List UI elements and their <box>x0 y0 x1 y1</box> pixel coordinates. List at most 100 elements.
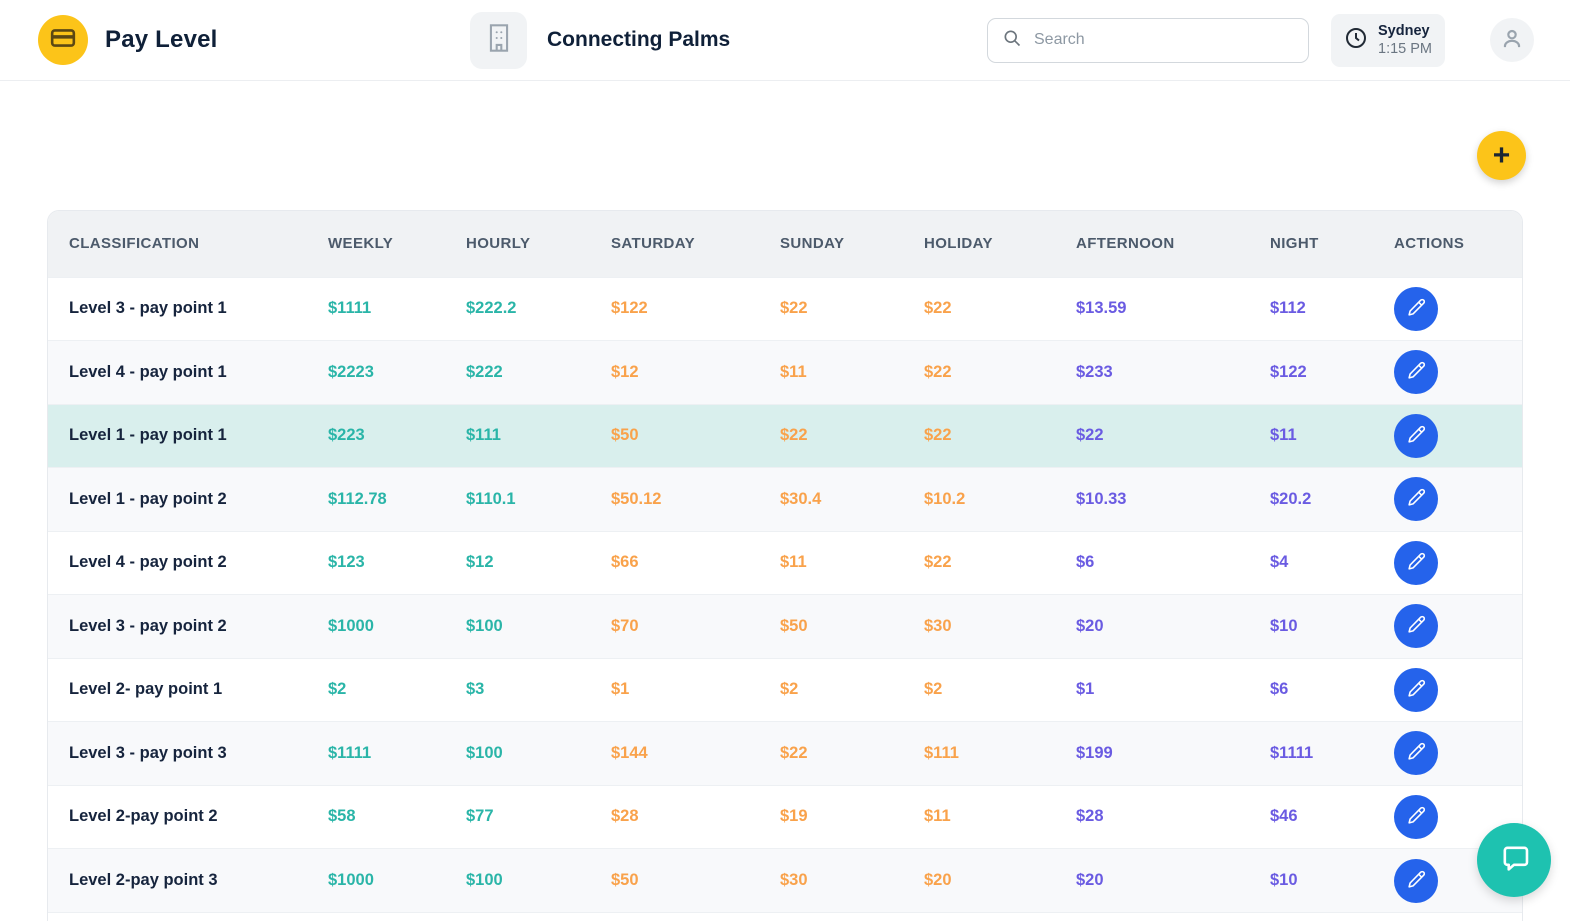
brand: Pay Level <box>38 15 470 65</box>
edit-row-button[interactable] <box>1394 413 1438 458</box>
hourly-cell: $222.2 <box>466 299 517 318</box>
sunday-cell: $30.4 <box>780 489 822 508</box>
edit-row-button[interactable] <box>1394 858 1438 903</box>
sunday-cell: $19 <box>780 807 808 826</box>
actions-cell <box>1394 785 1522 849</box>
plus-icon: + <box>1492 138 1511 172</box>
saturday-cell: $50.12 <box>611 489 662 508</box>
sunday-cell: $30 <box>780 871 808 889</box>
pencil-icon <box>1406 424 1427 448</box>
actions-cell <box>1394 595 1522 659</box>
company-block: Connecting Palms <box>470 11 731 69</box>
weekly-cell: $58 <box>328 807 356 826</box>
holiday-cell: $22 <box>924 362 952 381</box>
classification-cell: Level 3 - pay point 1 <box>69 299 227 318</box>
edit-row-button[interactable] <box>1394 794 1438 839</box>
weekly-cell: $123 <box>328 553 365 572</box>
weekly-cell: $1000 <box>328 871 374 889</box>
user-icon <box>1499 26 1525 55</box>
table-row: Level 2-pay point 3 $1000 $100 $50 $30 $20 $20… <box>48 848 1522 913</box>
classification-cell: Level 3 - pay point 2 <box>69 616 227 635</box>
sunday-cell: $2 <box>780 680 799 699</box>
page-title: Pay Level <box>105 26 218 53</box>
clock-icon <box>1344 26 1368 55</box>
chat-support-button[interactable] <box>1477 823 1551 897</box>
saturday-cell: $122 <box>611 299 648 318</box>
hourly-cell: $100 <box>466 743 503 762</box>
column-header-actions: ACTIONS <box>1394 211 1522 277</box>
table-row: Level 1 - pay point 1 $223 $111 $50 $22 $22 $2… <box>48 404 1522 468</box>
table-row: Level 3 - pay point 1 $1111 $222.2 $122 $22 $… <box>48 277 1522 341</box>
table-row: Level 4 - pay point 2 $123 $12 $66 $11 $22 $6 $… <box>48 531 1522 595</box>
classification-cell: Level 4 - pay point 2 <box>69 553 227 572</box>
edit-row-button[interactable] <box>1394 667 1438 712</box>
pay-level-logo <box>38 15 88 65</box>
actions-cell <box>1394 722 1522 786</box>
holiday-cell: $10.2 <box>924 489 966 508</box>
user-avatar-button[interactable] <box>1490 18 1534 62</box>
edit-row-button[interactable] <box>1394 731 1438 776</box>
afternoon-cell: $20 <box>1076 871 1104 889</box>
night-cell: $4 <box>1270 553 1289 572</box>
classification-cell: Level 1 - pay point 1 <box>69 426 227 445</box>
classification-cell: Level 2-pay point 3 <box>69 871 218 889</box>
classification-cell: Level 4 - pay point 1 <box>69 362 227 381</box>
actions-cell <box>1394 404 1522 468</box>
building-icon <box>486 23 512 58</box>
pencil-icon <box>1406 360 1427 384</box>
company-name: Connecting Palms <box>547 28 731 51</box>
table-row: Level 3 - pay point 2 $1000 $100 $70 $50 $30 $… <box>48 594 1522 659</box>
main-content: + CLASSIFICATION WEEKLY HOURLY SATURDAY … <box>0 81 1570 921</box>
add-pay-level-button[interactable]: + <box>1477 131 1526 180</box>
afternoon-cell: $28 <box>1076 807 1104 826</box>
clock-texts: Sydney 1:15 PM <box>1378 22 1432 58</box>
night-cell: $10 <box>1270 616 1298 635</box>
edit-row-button[interactable] <box>1394 286 1438 331</box>
actions-cell <box>1394 658 1522 722</box>
timezone-clock[interactable]: Sydney 1:15 PM <box>1331 13 1445 67</box>
weekly-cell: $2 <box>328 680 347 699</box>
table-row: Level 3 - pay point 3 $1111 $100 $144 $22 $11… <box>48 721 1522 786</box>
hourly-cell: $77 <box>466 807 494 826</box>
search-input[interactable] <box>1034 31 1294 49</box>
pencil-icon <box>1406 614 1427 638</box>
night-cell: $6 <box>1270 680 1289 699</box>
table-row: Level 1 - pay point 2 $112.78 $110.1 $50.12… <box>48 467 1522 531</box>
afternoon-cell: $233 <box>1076 362 1113 381</box>
hourly-cell: $110.1 <box>466 489 516 508</box>
pay-level-table-card: CLASSIFICATION WEEKLY HOURLY SATURDAY SU… <box>47 210 1523 921</box>
night-cell: $1111 <box>1270 743 1314 762</box>
classification-cell: Level 1 - pay point 2 <box>69 489 227 508</box>
company-icon-box <box>470 11 527 69</box>
column-header-afternoon: AFTERNOON <box>1076 211 1270 277</box>
pencil-icon <box>1406 297 1427 321</box>
table-row: Level 4 - pay point 1 $2223 $222 $12 $11 $22 $… <box>48 340 1522 404</box>
pay-level-table-body: Level 3 - pay point 1 $1111 $222.2 $122 $22 $… <box>48 277 1522 912</box>
column-header-holiday: HOLIDAY <box>924 211 1076 277</box>
partial-next-row <box>48 912 1522 921</box>
hourly-cell: $100 <box>466 871 503 889</box>
edit-row-button[interactable] <box>1394 540 1438 585</box>
afternoon-cell: $13.59 <box>1076 299 1127 318</box>
pencil-icon <box>1406 551 1427 575</box>
weekly-cell: $223 <box>328 426 365 445</box>
classification-cell: Level 3 - pay point 3 <box>69 743 227 762</box>
actions-cell <box>1394 277 1522 341</box>
clock-city: Sydney <box>1378 22 1430 39</box>
actions-cell <box>1394 849 1522 913</box>
clock-time: 1:15 PM <box>1378 41 1432 57</box>
edit-row-button[interactable] <box>1394 604 1438 649</box>
afternoon-cell: $20 <box>1076 616 1104 635</box>
edit-row-button[interactable] <box>1394 350 1438 395</box>
column-header-weekly: WEEKLY <box>328 211 466 277</box>
weekly-cell: $2223 <box>328 362 374 381</box>
afternoon-cell: $6 <box>1076 553 1095 572</box>
holiday-cell: $11 <box>924 807 951 826</box>
edit-row-button[interactable] <box>1394 477 1438 522</box>
pencil-icon <box>1406 869 1427 893</box>
search-box[interactable] <box>987 17 1309 63</box>
weekly-cell: $1111 <box>328 743 372 762</box>
weekly-cell: $112.78 <box>328 489 387 508</box>
saturday-cell: $50 <box>611 871 639 889</box>
holiday-cell: $111 <box>924 743 959 762</box>
